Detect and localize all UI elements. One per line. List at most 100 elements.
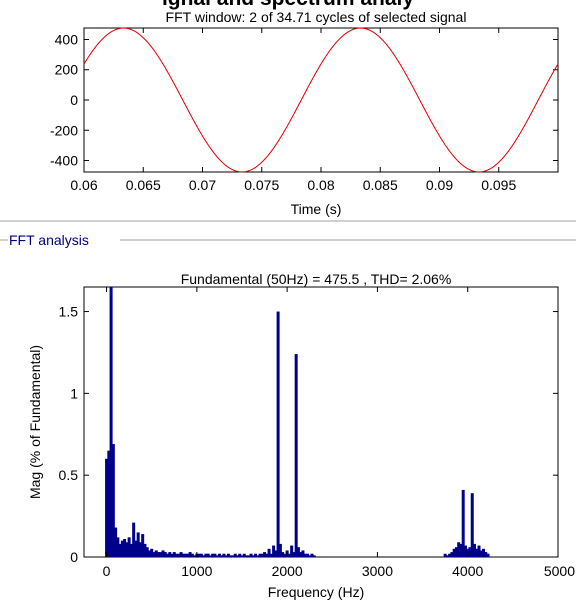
spectrum-bar <box>301 550 305 557</box>
spectrum-bar <box>156 552 160 557</box>
spectrum-bar <box>468 547 472 557</box>
spectrum-bar <box>454 547 458 557</box>
spectrum-bar <box>163 552 167 557</box>
spectrum-bar <box>278 543 282 557</box>
fft-analysis-panel-label: FFT analysis <box>9 232 89 248</box>
spectrum-bar <box>303 553 307 557</box>
spectrum-y-tick-label: 1 <box>70 385 78 401</box>
signal-y-tick-label: 400 <box>55 31 79 47</box>
spectrum-bar <box>482 548 486 557</box>
signal-x-tick-label: 0.075 <box>244 177 279 193</box>
signal-y-tick-label: -400 <box>50 153 78 169</box>
spectrum-x-tick-label: 3000 <box>362 563 393 579</box>
spectrum-bar <box>233 553 237 557</box>
spectrum-plot-title: Fundamental (50Hz) = 475.5 , THD= 2.06% <box>181 271 452 287</box>
spectrum-bar <box>129 543 133 557</box>
spectrum-bar <box>136 532 140 557</box>
spectrum-bar <box>299 552 303 557</box>
spectrum-bar <box>245 555 249 557</box>
spectrum-bar <box>226 553 230 557</box>
spectrum-bar <box>154 550 158 557</box>
spectrum-bar <box>448 553 452 557</box>
spectrum-bar <box>152 552 156 557</box>
spectrum-bar <box>204 553 208 557</box>
spectrum-bar <box>258 553 262 557</box>
spectrum-bar <box>479 550 483 557</box>
spectrum-bar <box>296 547 300 557</box>
signal-x-tick-label: 0.08 <box>307 177 334 193</box>
spectrum-bar <box>150 548 154 557</box>
spectrum-bar <box>170 553 174 557</box>
spectrum-bar <box>179 552 183 557</box>
spectrum-y-tick-label: 0.5 <box>59 467 79 483</box>
spectrum-bar <box>281 552 285 557</box>
spectrum-bar <box>120 540 124 557</box>
spectrum-bar <box>292 552 296 557</box>
spectrum-bar <box>145 547 149 557</box>
spectrum-bar <box>147 550 151 557</box>
spectrum-bar <box>283 553 287 557</box>
spectrum-bar <box>249 553 253 557</box>
spectrum-bar <box>193 555 197 557</box>
spectrum-bar <box>111 444 115 557</box>
spectrum-bar <box>177 553 181 557</box>
spectrum-x-tick-label: 1000 <box>181 563 212 579</box>
spectrum-plot: Fundamental (50Hz) = 475.5 , THD= 2.06% … <box>27 271 575 600</box>
signal-plot-area <box>83 27 559 173</box>
spectrum-bar <box>294 354 298 557</box>
spectrum-bar <box>463 545 467 557</box>
spectrum-bar <box>181 553 185 557</box>
signal-y-axis: 400 200 0 -200 -400 <box>50 31 558 169</box>
spectrum-bar <box>452 548 456 557</box>
spectrum-y-tick-label: 0 <box>70 549 78 565</box>
spectrum-bar <box>263 552 267 557</box>
spectrum-bar <box>269 553 273 557</box>
signal-x-tick-label: 0.085 <box>363 177 398 193</box>
spectrum-bar <box>127 537 131 557</box>
spectrum-bar <box>276 311 280 557</box>
spectrum-bar <box>143 543 147 557</box>
spectrum-bar <box>254 553 258 557</box>
spectrum-bar <box>256 555 260 557</box>
spectrum-bar <box>186 553 190 557</box>
spectrum-bar <box>290 545 294 557</box>
spectrum-bar <box>190 553 194 557</box>
spectrum-bar <box>114 527 118 557</box>
spectrum-bar <box>161 550 165 557</box>
spectrum-bar <box>172 552 176 557</box>
spectrum-bar <box>125 542 129 557</box>
spectrum-bar <box>229 555 233 557</box>
spectrum-bar <box>188 552 192 557</box>
spectrum-bar <box>206 553 210 557</box>
signal-x-tick-label: 0.06 <box>70 177 97 193</box>
spectrum-bar <box>217 553 221 557</box>
spectrum-x-axis: 0 1000 2000 3000 4000 5000 <box>103 287 575 579</box>
spectrum-bar <box>159 552 163 557</box>
spectrum-bar <box>470 493 474 557</box>
spectrum-bar <box>443 553 447 557</box>
spectrum-bar <box>475 548 479 557</box>
signal-x-tick-label: 0.09 <box>426 177 453 193</box>
spectrum-bar <box>484 552 488 557</box>
spectrum-bar <box>450 552 454 557</box>
spectrum-bar <box>260 553 264 557</box>
spectrum-bar <box>168 552 172 557</box>
signal-x-tick-label: 0.07 <box>189 177 216 193</box>
spectrum-bar <box>472 543 476 557</box>
spectrum-bars <box>105 287 490 557</box>
signal-x-tick-label: 0.095 <box>481 177 516 193</box>
signal-waveform-line <box>83 27 559 173</box>
signal-plot: FFT window: 2 of 34.71 cycles of selecte… <box>50 9 559 217</box>
spectrum-y-axis-label: Mag (% of Fundamental) <box>27 345 43 499</box>
spectrum-bar <box>197 553 201 557</box>
spectrum-bar <box>308 555 312 557</box>
spectrum-bar <box>224 555 228 557</box>
signal-plot-title: FFT window: 2 of 34.71 cycles of selecte… <box>166 9 467 25</box>
spectrum-bar <box>274 550 278 557</box>
spectrum-x-axis-label: Frequency (Hz) <box>268 584 364 600</box>
spectrum-bar <box>123 539 127 557</box>
spectrum-bar <box>457 542 461 557</box>
spectrum-bar <box>251 555 255 557</box>
spectrum-bar <box>445 555 449 557</box>
